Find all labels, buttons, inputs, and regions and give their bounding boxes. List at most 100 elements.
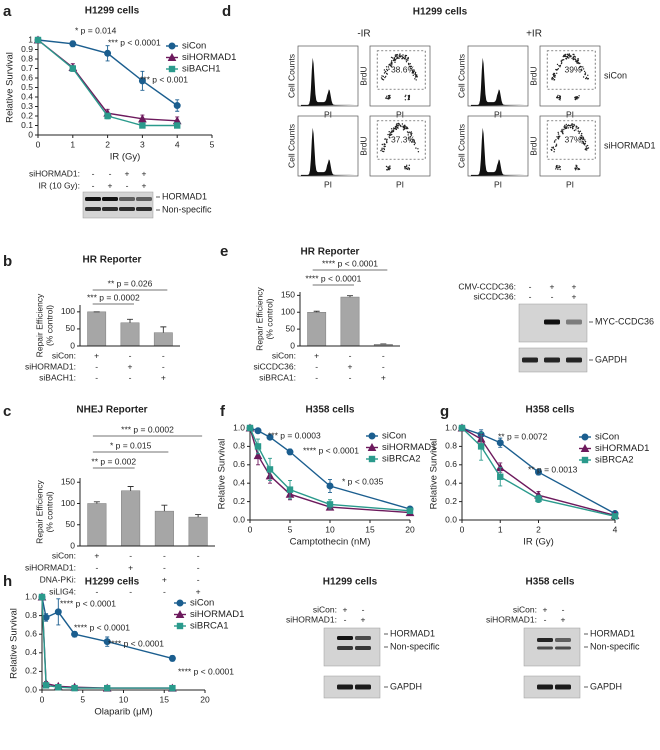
dot <box>408 94 411 97</box>
dot <box>390 62 392 65</box>
dot <box>551 76 554 79</box>
error-bar <box>127 486 134 491</box>
dot-plot-frame <box>369 115 431 177</box>
blot-sign: - <box>344 614 347 624</box>
legend-label: siCon <box>382 431 406 442</box>
dot-plot-frame <box>369 45 431 107</box>
blot-row-label: siCCDC36: <box>473 291 516 301</box>
dot <box>557 131 559 134</box>
dot <box>402 127 405 129</box>
y-tick-label: 0.8 <box>233 441 245 451</box>
error-bar <box>347 295 353 298</box>
dot <box>571 123 573 125</box>
condition-sign: - <box>129 372 132 382</box>
gate <box>376 120 426 160</box>
y-tick-label: 1.0 <box>233 422 245 432</box>
dot <box>571 126 573 128</box>
y-tick-label: 0.6 <box>21 72 33 82</box>
dot <box>587 147 590 149</box>
dot <box>410 131 412 133</box>
legend-marker <box>367 442 377 451</box>
dot <box>386 97 388 99</box>
dot <box>561 130 563 132</box>
dot <box>386 68 388 71</box>
dot <box>414 78 416 80</box>
dot <box>395 123 398 125</box>
bar <box>121 490 141 547</box>
condition-sign: - <box>382 361 385 371</box>
dot <box>409 65 411 68</box>
gate <box>546 120 596 160</box>
dot <box>389 94 391 97</box>
band-label: Non-specific <box>590 641 640 651</box>
x-axis-label: IR (Gy) <box>110 152 141 163</box>
blot-sign: + <box>142 180 147 190</box>
dot <box>581 140 583 143</box>
condition-sign: - <box>382 350 385 360</box>
annotation: **** p < 0.0001 <box>303 445 359 455</box>
dot <box>409 136 412 138</box>
dot <box>577 127 579 129</box>
bar <box>188 516 208 547</box>
blot-band <box>136 197 152 201</box>
blot-band <box>537 646 553 650</box>
condition-sign: + <box>314 350 319 360</box>
dot <box>409 63 411 65</box>
data-point <box>71 630 79 638</box>
data-point <box>254 443 262 450</box>
dot <box>404 54 407 57</box>
dot <box>554 140 556 142</box>
panel-letter: e <box>220 243 228 260</box>
blot-sign: + <box>361 614 366 624</box>
dot <box>408 95 411 98</box>
data-point <box>477 443 485 450</box>
dot <box>391 130 393 132</box>
condition-label: siCon: <box>52 550 76 560</box>
blot-band <box>544 319 560 325</box>
blot-band <box>119 207 135 211</box>
dot <box>559 64 562 67</box>
y-axis-label: BrdU <box>358 66 368 85</box>
blot-band <box>537 684 553 690</box>
data-point <box>246 424 254 432</box>
dot <box>558 165 560 167</box>
legend-label: siHORMAD1 <box>382 442 436 453</box>
blot-sign: - <box>529 291 532 301</box>
data-point <box>103 638 111 646</box>
dot <box>580 68 583 71</box>
dot <box>581 142 583 144</box>
legend-label: siBRCA1 <box>190 621 229 632</box>
legend-marker <box>581 456 589 464</box>
dot <box>394 55 397 58</box>
chart-title: H358 cells <box>526 405 575 416</box>
blot-row-label: siHORMAD1: <box>486 614 537 624</box>
x-tick-label: 4 <box>175 139 180 149</box>
dot <box>565 127 568 129</box>
series-line <box>41 596 173 689</box>
data-point <box>104 49 112 57</box>
dot <box>388 131 390 133</box>
legend-label: siHORMAD1 <box>595 443 649 454</box>
dot <box>578 168 581 170</box>
x-tick-label: 5 <box>80 694 85 704</box>
dot <box>388 96 390 98</box>
dot <box>390 133 393 136</box>
dot <box>407 58 409 60</box>
condition-sign: - <box>95 361 98 371</box>
legend-marker <box>368 432 376 440</box>
panel-letter: f <box>220 403 226 420</box>
annotation: ** p = 0.002 <box>91 456 136 466</box>
dot <box>413 143 416 146</box>
annotation: *** p = 0.0002 <box>121 424 174 434</box>
y-tick-label: 100 <box>61 306 75 316</box>
row-label: siHORMAD1 <box>604 140 656 150</box>
dot <box>581 69 583 72</box>
legend-label: siBACH1 <box>182 64 221 75</box>
dot <box>565 123 567 126</box>
x-tick-label: 0 <box>248 524 253 534</box>
x-axis-label: Olaparib (μM) <box>94 707 152 718</box>
dot <box>411 141 413 143</box>
dot <box>398 123 400 126</box>
dot <box>391 60 393 62</box>
condition-sign: + <box>348 361 353 371</box>
